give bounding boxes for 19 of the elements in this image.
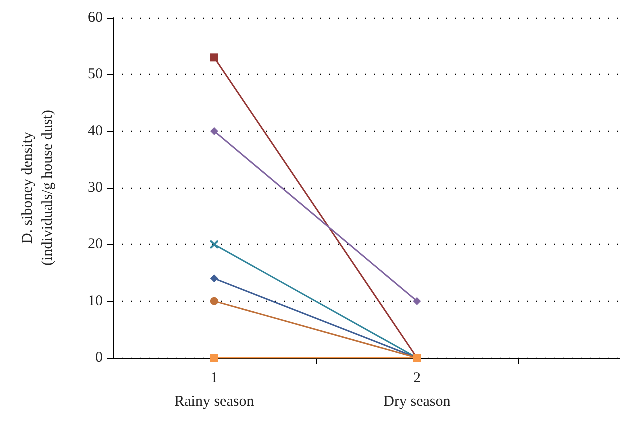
y-tick-label: 50 bbox=[88, 66, 103, 83]
point bbox=[413, 297, 422, 306]
point bbox=[210, 297, 218, 306]
point bbox=[210, 54, 218, 62]
y-tick-label: 10 bbox=[88, 293, 103, 310]
y-tick-label: 0 bbox=[96, 350, 103, 366]
point bbox=[210, 274, 218, 283]
x-tick-label: 1 bbox=[210, 370, 218, 386]
text: Dry season bbox=[384, 394, 452, 410]
x-tick-label: 2 bbox=[413, 370, 421, 386]
y-tick-label: 30 bbox=[88, 180, 103, 196]
point bbox=[210, 240, 218, 249]
y-tick-label: 60 bbox=[88, 10, 103, 26]
y-axis-title: D. siboney density (individuals/g house dust) bbox=[20, 110, 56, 266]
y-tick-label: 40 bbox=[88, 123, 103, 140]
text: Rainy season bbox=[174, 394, 255, 410]
y-tick-label: 20 bbox=[88, 236, 103, 253]
point bbox=[210, 354, 218, 362]
point bbox=[210, 127, 218, 136]
